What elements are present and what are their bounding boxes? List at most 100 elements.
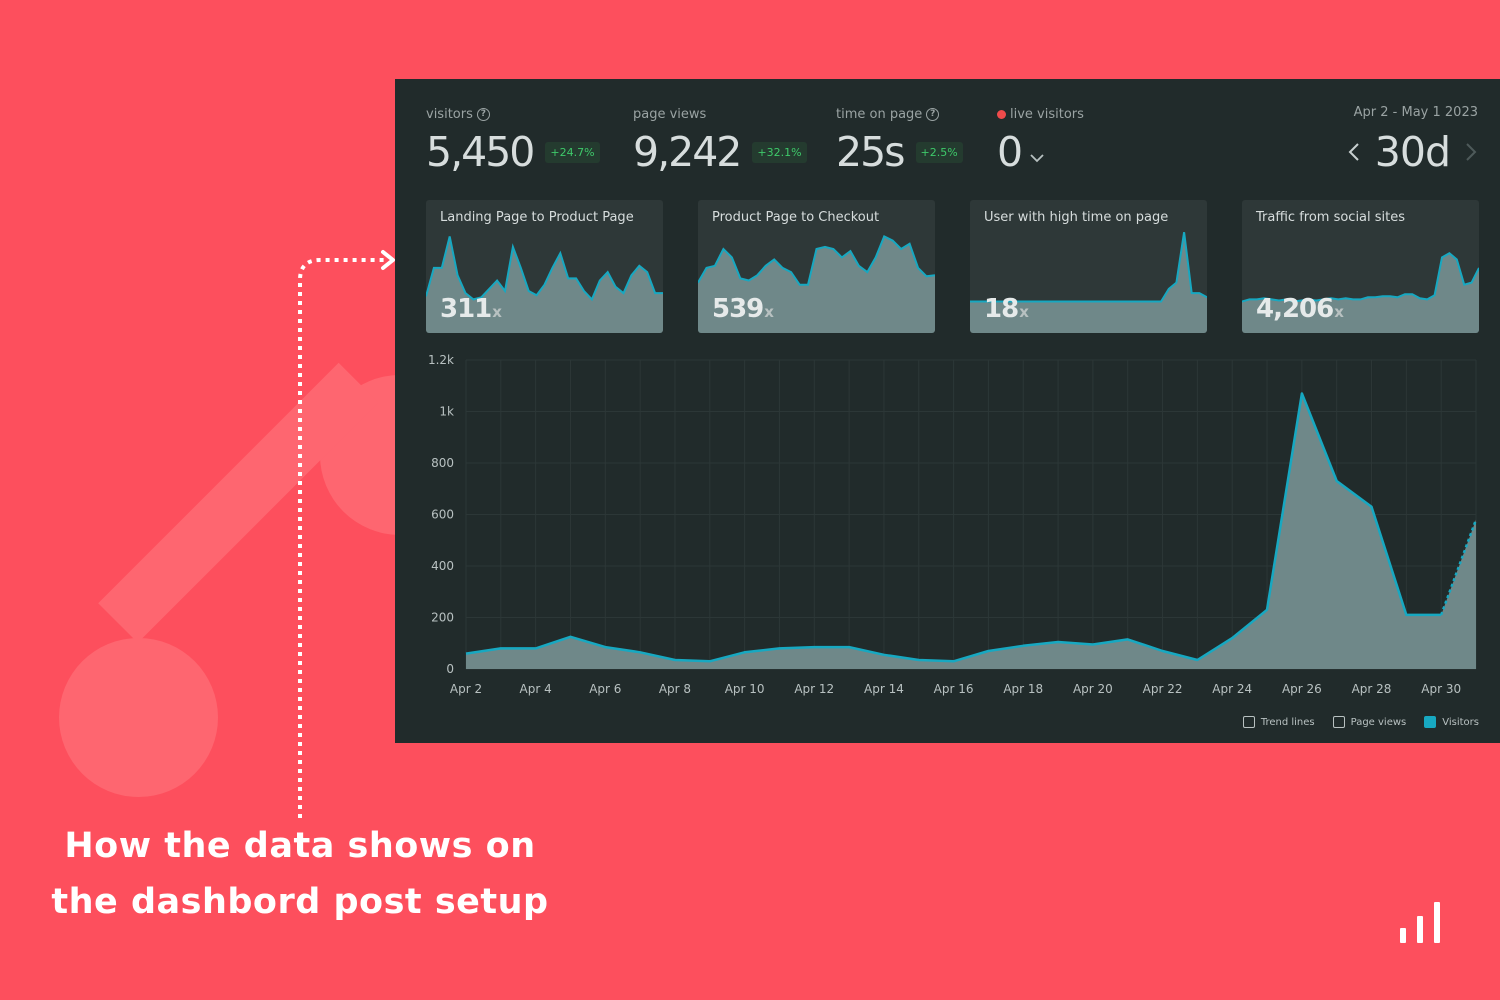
chevron-right-icon[interactable] (1464, 142, 1478, 162)
mini-card-title: Traffic from social sites (1256, 210, 1406, 225)
period-selector: Apr 2 - May 1 2023 30d (1347, 105, 1478, 177)
x-tick-label: Apr 14 (864, 682, 904, 696)
stat-live-visitors[interactable]: live visitors 0 (997, 105, 1084, 177)
y-tick-label: 1k (439, 405, 454, 419)
visitors-area (466, 393, 1476, 669)
mini-card-suffix: x (764, 303, 774, 321)
mini-card-title: Landing Page to Product Page (440, 210, 634, 225)
x-tick-label: Apr 22 (1143, 682, 1183, 696)
stat-label: visitors (426, 106, 473, 122)
mini-card-suffix: x (1019, 303, 1029, 321)
sparkline-line (698, 235, 935, 286)
y-tick-label: 600 (431, 508, 454, 522)
mini-card-value-wrap: 311x (440, 294, 502, 324)
stat-label-row: live visitors (997, 105, 1084, 123)
sparkline (426, 236, 663, 333)
change-badge: +32.1% (752, 141, 807, 163)
mini-card-social-traffic[interactable]: Traffic from social sites 4,206x (1242, 200, 1479, 333)
x-tick-label: Apr 12 (794, 682, 834, 696)
chart-legend: Trend lines Page views Visitors (1242, 716, 1479, 728)
stat-value-row: 25s +2.5% (836, 127, 963, 177)
mini-card-value-wrap: 4,206x (1256, 294, 1344, 324)
analytics-dashboard: visitors ? 5,450 +24.7% page views 9,242… (395, 79, 1500, 743)
sparkline (970, 232, 1207, 333)
x-tick-label: Apr 28 (1352, 682, 1392, 696)
change-badge: +2.5% (915, 141, 963, 163)
sparkline-line (1242, 251, 1479, 303)
mini-card-suffix: x (1334, 303, 1344, 321)
mini-card-suffix: x (492, 303, 502, 321)
visitors-area-chart[interactable]: 0 200 400 600 800 1k 1.2k Apr 2 Apr 4 Apr 6 Apr 8 A… (395, 347, 1500, 707)
caption-line-2: the dashbord post setup (51, 882, 549, 922)
stat-value-row: 5,450 +24.7% (426, 127, 600, 177)
sparkline-line (426, 236, 663, 302)
y-tick-label: 200 (431, 611, 454, 625)
checkbox[interactable] (1332, 716, 1345, 728)
x-tick-label: Apr 6 (589, 682, 621, 696)
period-value: 30d (1374, 128, 1451, 176)
stat-label: time on page (836, 106, 923, 122)
x-tick-label: Apr 10 (725, 682, 765, 696)
stat-page-views[interactable]: page views 9,242 +32.1% (633, 105, 807, 177)
mini-card-landing-to-product[interactable]: Landing Page to Product Page 311x (426, 200, 663, 333)
sparkline (1242, 251, 1479, 333)
legend-page-views[interactable]: Page views (1332, 716, 1407, 728)
stat-label-row: page views (633, 105, 807, 123)
visitors-line-partial (1439, 519, 1478, 616)
question-circle-icon[interactable]: ? (926, 107, 940, 121)
mini-card-value: 4,206 (1256, 294, 1334, 324)
mini-card-value: 311 (440, 294, 492, 324)
stat-value-row: 9,242 +32.1% (633, 127, 807, 177)
stat-time-on-page[interactable]: time on page ? 25s +2.5% (836, 105, 963, 177)
chevron-down-icon[interactable] (1029, 152, 1045, 164)
x-tick-label: Apr 18 (1003, 682, 1043, 696)
sparkline-area (1242, 253, 1479, 333)
x-tick-label: Apr 4 (520, 682, 552, 696)
dotted-arrow-icon (298, 250, 395, 818)
bar-chart-logo-icon (1400, 902, 1440, 943)
legend-trend-lines[interactable]: Trend lines (1242, 716, 1315, 728)
mini-card-value-wrap: 18x (984, 294, 1029, 324)
x-tick-label: Apr 8 (659, 682, 691, 696)
stat-label: page views (633, 106, 707, 122)
stat-label-row: visitors ? (426, 105, 600, 123)
y-tick-label: 800 (431, 456, 454, 470)
mini-card-value-wrap: 539x (712, 294, 774, 324)
caption-line-1: How the data shows on (64, 826, 536, 866)
x-tick-label: Apr 30 (1421, 682, 1461, 696)
legend-label: Trend lines (1260, 716, 1315, 728)
stat-value: 0 (997, 128, 1023, 176)
stat-label-row: time on page ? (836, 105, 963, 123)
visitors-line (465, 392, 1442, 663)
x-tick-label: Apr 24 (1212, 682, 1252, 696)
x-tick-label: Apr 2 (450, 682, 482, 696)
stat-value-row: 0 (997, 127, 1084, 177)
x-tick-label: Apr 20 (1073, 682, 1113, 696)
mini-card-value: 539 (712, 294, 764, 324)
legend-label: Page views (1350, 716, 1407, 728)
mini-card-title: Product Page to Checkout (712, 210, 880, 225)
sparkline-area (698, 236, 935, 333)
sparkline-line (970, 232, 1207, 303)
chevron-left-icon[interactable] (1347, 142, 1361, 162)
x-tick-label: Apr 16 (934, 682, 974, 696)
mini-card-product-to-checkout[interactable]: Product Page to Checkout 539x (698, 200, 935, 333)
period-row: 30d (1347, 127, 1478, 177)
legend-label: Visitors (1442, 716, 1479, 728)
sparkline (698, 235, 935, 333)
live-indicator-dot (997, 109, 1006, 119)
change-badge: +24.7% (545, 141, 600, 163)
checkbox-checked[interactable] (1424, 716, 1437, 728)
mini-card-title: User with high time on page (984, 210, 1169, 225)
y-tick-label: 1.2k (428, 353, 454, 367)
y-tick-label: 0 (446, 662, 454, 676)
decorative-circle (59, 638, 218, 797)
date-range: Apr 2 - May 1 2023 (1353, 105, 1478, 120)
mini-card-high-time-on-page[interactable]: User with high time on page 18x (970, 200, 1207, 333)
stat-value: 5,450 (426, 128, 535, 176)
checkbox[interactable] (1242, 716, 1255, 728)
caption: How the data shows on the dashbord post … (20, 818, 580, 930)
question-circle-icon[interactable]: ? (476, 107, 490, 121)
stat-visitors[interactable]: visitors ? 5,450 +24.7% (426, 105, 600, 177)
legend-visitors[interactable]: Visitors (1424, 716, 1479, 728)
